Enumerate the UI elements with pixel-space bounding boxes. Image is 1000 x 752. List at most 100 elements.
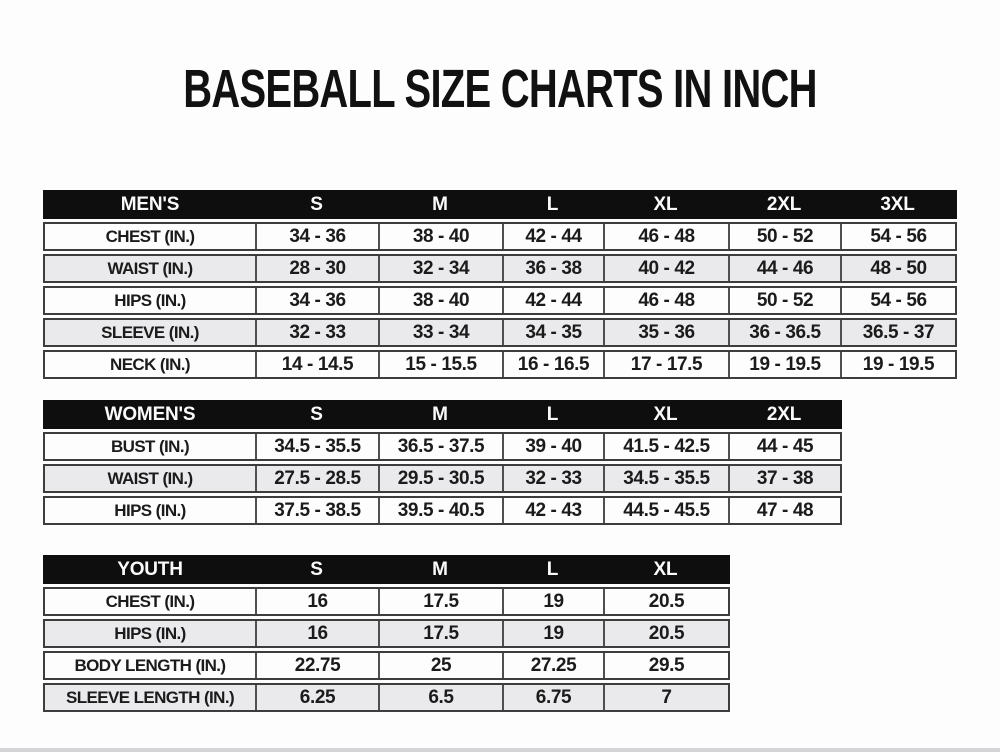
size-value-cell: 22.75: [255, 653, 378, 678]
column-header-cell: XL: [653, 193, 678, 215]
size-value-cell: 32 - 34: [378, 256, 502, 281]
size-value-cell: 34.5 - 35.5: [255, 434, 378, 459]
size-value-cell: 50 - 52: [728, 224, 840, 249]
size-value-cell: 19: [502, 589, 603, 614]
size-value-cell: 54 - 56: [840, 224, 955, 249]
size-value-cell: 42 - 44: [502, 224, 603, 249]
size-value-cell: 17.5: [378, 589, 502, 614]
size-value-cell: 54 - 56: [840, 288, 955, 313]
size-value-cell: 29.5 - 30.5: [378, 466, 502, 491]
size-value-cell: 16: [255, 621, 378, 646]
size-value-cell: 48 - 50: [840, 256, 955, 281]
row-label-cell: CHEST (IN.): [105, 226, 195, 246]
size-value-cell: 25: [378, 653, 502, 678]
size-value-cell: 47 - 48: [728, 498, 840, 523]
size-value-cell: 37 - 38: [728, 466, 840, 491]
table-row: SLEEVE (IN.) 32 - 33 33 - 34 34 - 35 35 …: [43, 318, 957, 347]
column-header-cell: L: [546, 403, 559, 425]
column-header-cell: M: [432, 403, 448, 425]
column-header-cell: S: [310, 403, 323, 425]
size-value-cell: 36.5 - 37: [840, 320, 955, 345]
row-label-cell: HIPS (IN.): [114, 623, 186, 643]
size-value-cell: 20.5: [603, 621, 728, 646]
size-value-cell: 44.5 - 45.5: [603, 498, 728, 523]
size-value-cell: 38 - 40: [378, 288, 502, 313]
column-header-cell: L: [546, 193, 559, 215]
size-value-cell: 34 - 36: [255, 288, 378, 313]
row-label-cell: SLEEVE (IN.): [101, 322, 199, 342]
size-value-cell: 36 - 36.5: [728, 320, 840, 345]
row-label-cell: HIPS (IN.): [114, 290, 186, 310]
size-value-cell: 40 - 42: [603, 256, 728, 281]
size-value-cell: 41.5 - 42.5: [603, 434, 728, 459]
column-header-cell: YOUTH: [117, 558, 183, 580]
column-header-cell: XL: [653, 403, 678, 425]
mens-header-row: MEN'S S M L XL 2XL 3XL: [43, 190, 957, 219]
column-header-cell: 2XL: [766, 403, 802, 425]
size-value-cell: 27.5 - 28.5: [255, 466, 378, 491]
table-row: WAIST (IN.) 27.5 - 28.5 29.5 - 30.5 32 -…: [43, 464, 842, 493]
size-value-cell: 32 - 33: [255, 320, 378, 345]
size-value-cell: 33 - 34: [378, 320, 502, 345]
row-label-cell: BUST (IN.): [110, 436, 190, 456]
size-value-cell: 50 - 52: [728, 288, 840, 313]
column-header-cell: M: [432, 558, 448, 580]
size-value-cell: 14 - 14.5: [255, 352, 378, 377]
row-label-cell: BODY LENGTH (IN.): [74, 655, 227, 675]
size-value-cell: 32 - 33: [502, 466, 603, 491]
size-value-cell: 29.5: [603, 653, 728, 678]
size-value-cell: 15 - 15.5: [378, 352, 502, 377]
size-value-cell: 39 - 40: [502, 434, 603, 459]
table-row: BODY LENGTH (IN.) 22.75 25 27.25 29.5: [43, 651, 730, 680]
size-value-cell: 46 - 48: [603, 288, 728, 313]
size-value-cell: 28 - 30: [255, 256, 378, 281]
column-header-cell: L: [546, 558, 559, 580]
womens-size-table: WOMEN'S S M L XL 2XL BUST (IN.) 34.5 - 3…: [43, 400, 1000, 525]
table-row: NECK (IN.) 14 - 14.5 15 - 15.5 16 - 16.5…: [43, 350, 957, 379]
size-value-cell: 34 - 35: [502, 320, 603, 345]
column-header-cell: WOMEN'S: [104, 403, 196, 425]
table-row: SLEEVE LENGTH (IN.) 6.25 6.5 6.75 7: [43, 683, 730, 712]
table-row: HIPS (IN.) 16 17.5 19 20.5: [43, 619, 730, 648]
size-value-cell: 19 - 19.5: [728, 352, 840, 377]
size-value-cell: 27.25: [502, 653, 603, 678]
row-label-cell: CHEST (IN.): [105, 591, 195, 611]
size-value-cell: 44 - 45: [728, 434, 840, 459]
size-value-cell: 42 - 43: [502, 498, 603, 523]
table-row: HIPS (IN.) 37.5 - 38.5 39.5 - 40.5 42 - …: [43, 496, 842, 525]
size-value-cell: 20.5: [603, 589, 728, 614]
page-title: BASEBALL SIZE CHARTS IN INCH: [183, 59, 817, 119]
size-value-cell: 35 - 36: [603, 320, 728, 345]
row-label-cell: WAIST (IN.): [107, 258, 194, 278]
size-value-cell: 46 - 48: [603, 224, 728, 249]
column-header-cell: 3XL: [880, 193, 915, 215]
size-value-cell: 16: [255, 589, 378, 614]
size-value-cell: 42 - 44: [502, 288, 603, 313]
table-row: BUST (IN.) 34.5 - 35.5 36.5 - 37.5 39 - …: [43, 432, 842, 461]
column-header-cell: S: [310, 193, 323, 215]
row-label-cell: HIPS (IN.): [114, 500, 186, 520]
youth-header-row: YOUTH S M L XL: [43, 555, 730, 584]
size-value-cell: 17 - 17.5: [603, 352, 728, 377]
size-value-cell: 17.5: [378, 621, 502, 646]
column-header-cell: M: [432, 193, 448, 215]
row-label-cell: WAIST (IN.): [107, 468, 194, 488]
size-value-cell: 38 - 40: [378, 224, 502, 249]
size-value-cell: 19: [502, 621, 603, 646]
table-row: WAIST (IN.) 28 - 30 32 - 34 36 - 38 40 -…: [43, 254, 957, 283]
column-header-cell: 2XL: [766, 193, 802, 215]
size-value-cell: 6.5: [378, 685, 502, 710]
row-label-cell: SLEEVE LENGTH (IN.): [65, 687, 235, 707]
size-value-cell: 6.25: [255, 685, 378, 710]
size-value-cell: 37.5 - 38.5: [255, 498, 378, 523]
size-value-cell: 34.5 - 35.5: [603, 466, 728, 491]
table-row: CHEST (IN.) 16 17.5 19 20.5: [43, 587, 730, 616]
size-value-cell: 44 - 46: [728, 256, 840, 281]
youth-size-table: YOUTH S M L XL CHEST (IN.) 16 17.5 19 20…: [43, 555, 1000, 712]
column-header-cell: MEN'S: [120, 193, 180, 215]
womens-header-row: WOMEN'S S M L XL 2XL: [43, 400, 842, 429]
size-value-cell: 39.5 - 40.5: [378, 498, 502, 523]
mens-size-table: MEN'S S M L XL 2XL 3XL CHEST (IN.) 34 - …: [43, 190, 1000, 379]
column-header-cell: S: [310, 558, 323, 580]
